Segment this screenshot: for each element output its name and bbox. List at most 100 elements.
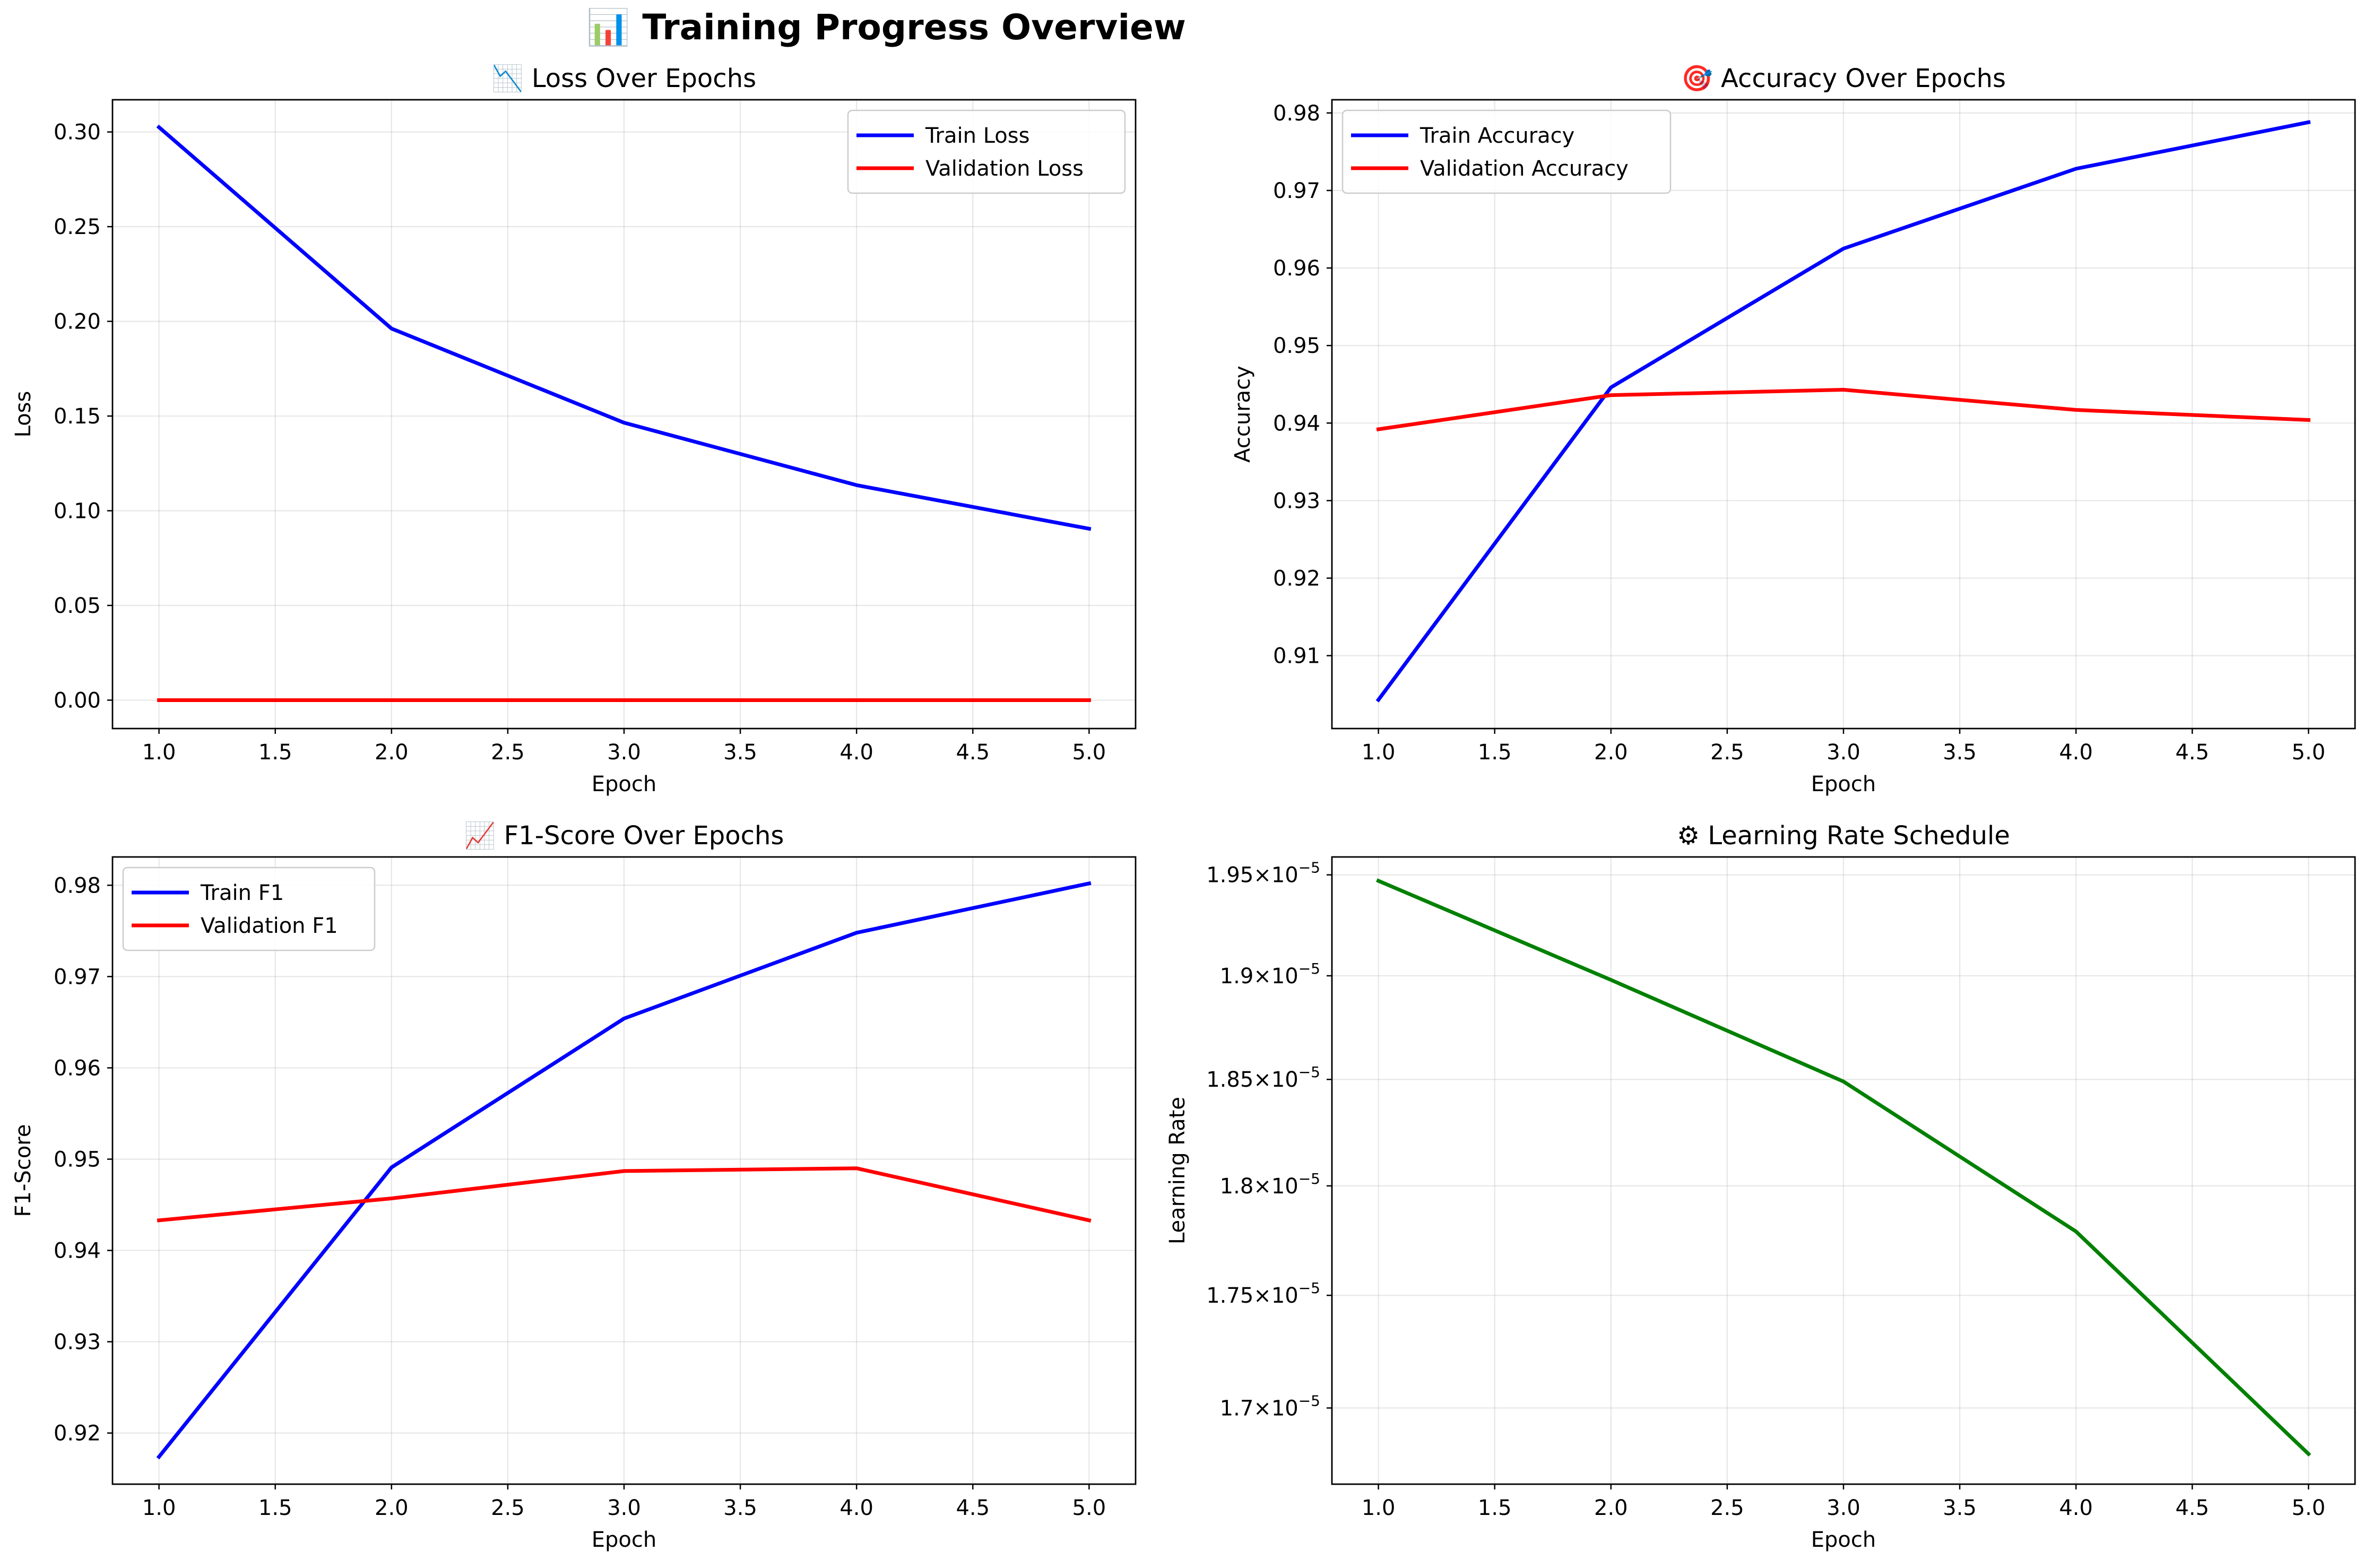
- subplot-title: ⚙ Learning Rate Schedule: [1677, 821, 2010, 851]
- x-tick-label: 1.5: [258, 740, 292, 765]
- x-tick-label: 3.5: [1943, 1496, 1977, 1520]
- y-tick-label: 1.7×10−5: [1220, 1392, 1320, 1420]
- x-tick-label: 1.5: [258, 1496, 292, 1520]
- y-tick-label: 1.9×10−5: [1220, 960, 1320, 989]
- y-axis-label: Learning Rate: [1165, 1097, 1190, 1244]
- x-axis-label: Epoch: [592, 772, 656, 796]
- axes-frame: [111, 99, 1137, 730]
- x-axis-label: Epoch: [592, 1528, 656, 1552]
- x-tick-label: 2.0: [375, 740, 409, 765]
- y-tick-mantissa: 1.95: [1206, 863, 1253, 888]
- y-tick-base: 10: [1271, 1174, 1298, 1199]
- subplot-title: 📉 Loss Over Epochs: [492, 64, 756, 93]
- series-line-2: [157, 1166, 1092, 1223]
- series-line-1: [156, 881, 1092, 1460]
- x-tick-label: 3.5: [723, 1496, 757, 1520]
- y-tick-times: ×: [1253, 1068, 1271, 1092]
- y-tick-label: 0.25: [54, 215, 101, 239]
- x-tick-label: 4.5: [2175, 740, 2209, 765]
- y-tick-label: 0.94: [54, 1239, 101, 1263]
- legend-label: Train Loss: [925, 124, 1029, 148]
- y-axis-label: Loss: [11, 391, 36, 438]
- y-tick-label: 0.95: [54, 1147, 101, 1172]
- legend-label: Validation Accuracy: [1420, 157, 1629, 181]
- y-axis-label: Accuracy: [1231, 366, 1255, 463]
- x-tick-label: 4.0: [839, 740, 873, 765]
- y-tick-label: 0.98: [1273, 101, 1320, 126]
- subplot-1: 1.0 1.5 2.0 2.5 3.0 3.5 4.0 4.5 5.0 0.00 0.05 0.10 0…: [11, 64, 1137, 796]
- y-tick-mantissa: 1.7: [1220, 1396, 1254, 1420]
- y-tick-label: 1.8×10−5: [1220, 1170, 1320, 1199]
- x-tick-label: 4.5: [956, 740, 990, 765]
- y-tick-times: ×: [1253, 1174, 1271, 1199]
- y-tick-label: 0.92: [1273, 567, 1320, 591]
- x-tick-label: 2.0: [1594, 740, 1628, 765]
- y-tick-base: 10: [1271, 863, 1298, 888]
- y-tick-mantissa: 1.85: [1206, 1068, 1253, 1092]
- x-tick-label: 2.5: [1710, 740, 1744, 765]
- subplot-title: 📈 F1-Score Over Epochs: [464, 821, 784, 851]
- y-tick-label: 1.75×10−5: [1206, 1279, 1320, 1308]
- y-tick-label: 0.97: [1273, 179, 1320, 203]
- y-tick-mantissa: 1.75: [1206, 1284, 1253, 1308]
- y-tick-times: ×: [1253, 1284, 1271, 1308]
- subplot-3: 1.0 1.5 2.0 2.5 3.0 3.5 4.0 4.5 5.0 0.92 0.93 0.94 0…: [11, 821, 1137, 1552]
- legend-box: [847, 109, 1126, 194]
- y-tick-label: 0.98: [54, 873, 101, 898]
- y-tick-label: 0.96: [54, 1056, 101, 1080]
- x-tick-label: 4.0: [2059, 740, 2093, 765]
- axes-frame: [111, 856, 1137, 1485]
- legend: Train Accuracy Validation Accuracy: [1341, 109, 1672, 194]
- y-tick-base: 10: [1271, 1284, 1298, 1308]
- y-tick-label: 0.93: [1273, 489, 1320, 513]
- subplot-4: 1.0 1.5 2.0 2.5 3.0 3.5 4.0 4.5 5.01.7×10−51.75×…: [1165, 821, 2356, 1552]
- x-axis-label: Epoch: [1811, 772, 1876, 796]
- y-tick-exponent: −5: [1298, 1392, 1320, 1409]
- y-tick-exponent: −5: [1298, 1279, 1320, 1297]
- y-tick-times: ×: [1253, 863, 1271, 888]
- y-tick-times: ×: [1253, 1396, 1271, 1420]
- x-tick-label: 4.5: [2175, 1496, 2209, 1520]
- x-tick-label: 1.0: [142, 1496, 176, 1520]
- x-tick-label: 3.0: [607, 740, 641, 765]
- x-tick-label: 5.0: [1072, 1496, 1106, 1520]
- x-tick-label: 4.0: [2059, 1496, 2093, 1520]
- y-tick-exponent: −5: [1298, 1170, 1320, 1188]
- y-tick-label: 0.91: [1273, 644, 1320, 669]
- x-tick-label: 3.5: [723, 740, 757, 765]
- legend-box: [1341, 109, 1672, 194]
- subplot-2: 1.0 1.5 2.0 2.5 3.0 3.5 4.0 4.5 5.0 0.91 0.92 0.93 0…: [1231, 64, 2356, 796]
- x-tick-label: 2.5: [1710, 1496, 1744, 1520]
- legend-label: Train F1: [200, 881, 284, 905]
- y-tick-exponent: −5: [1298, 960, 1320, 977]
- x-tick-label: 1.5: [1478, 1496, 1512, 1520]
- axes-frame: [1331, 856, 2356, 1485]
- figure-title: 📊 Training Progress Overview: [586, 7, 1186, 48]
- y-tick-mantissa: 1.9: [1220, 964, 1254, 989]
- y-tick-exponent: −5: [1298, 1063, 1320, 1081]
- legend: Train Loss Validation Loss: [847, 109, 1126, 194]
- y-tick-label: 1.95×10−5: [1206, 859, 1320, 888]
- x-tick-label: 3.5: [1943, 740, 1977, 765]
- y-tick-label: 0.05: [54, 594, 101, 618]
- series-line-1: [156, 124, 1092, 531]
- x-tick-label: 4.0: [839, 1496, 873, 1520]
- y-tick-label: 0.93: [54, 1330, 101, 1355]
- x-tick-label: 3.0: [1826, 1496, 1860, 1520]
- x-tick-label: 5.0: [1072, 740, 1106, 765]
- legend-label: Validation F1: [201, 914, 338, 938]
- x-tick-label: 3.0: [607, 1496, 641, 1520]
- y-tick-label: 0.96: [1273, 256, 1320, 281]
- subplot-grid: 1.0 1.5 2.0 2.5 3.0 3.5 4.0 4.5 5.0 0.00 0.05 0.10 0…: [11, 64, 2356, 1552]
- y-tick-label: 0.00: [54, 688, 101, 713]
- y-tick-label: 0.97: [54, 965, 101, 989]
- series-line-2: [1376, 388, 2311, 431]
- x-tick-label: 1.0: [1362, 1496, 1396, 1520]
- x-tick-label: 1.5: [1478, 740, 1512, 765]
- x-tick-label: 2.0: [375, 1496, 409, 1520]
- series-line-1: [1376, 878, 2312, 1457]
- x-tick-label: 5.0: [2292, 740, 2326, 765]
- x-tick-label: 2.0: [1594, 1496, 1628, 1520]
